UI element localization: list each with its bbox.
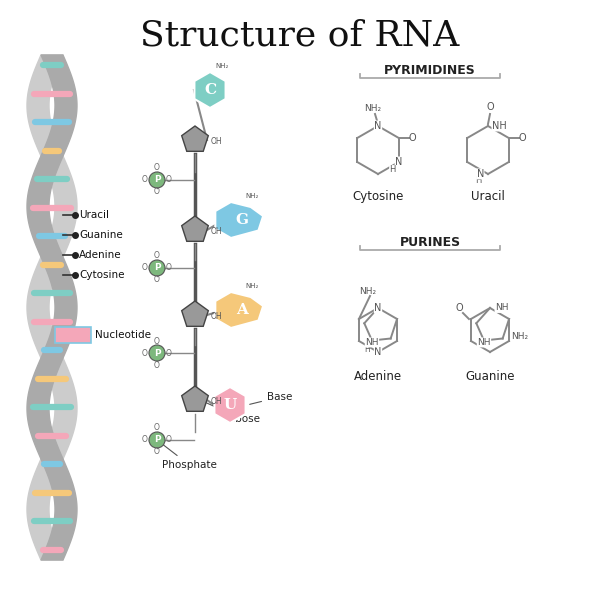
Text: NH₂: NH₂	[245, 193, 259, 199]
Text: O: O	[154, 424, 160, 433]
Text: Adenine: Adenine	[79, 250, 122, 260]
Polygon shape	[194, 72, 226, 108]
Text: NH₂: NH₂	[359, 287, 377, 296]
Text: O: O	[154, 275, 160, 284]
Text: O: O	[154, 163, 160, 173]
Text: P: P	[154, 263, 160, 272]
Text: N: N	[374, 121, 382, 131]
Polygon shape	[27, 55, 77, 560]
Text: NH₂: NH₂	[364, 104, 382, 113]
Bar	[55, 327, 91, 343]
Text: NH: NH	[495, 304, 509, 313]
Text: O: O	[154, 187, 160, 196]
Polygon shape	[182, 216, 208, 241]
Text: G: G	[235, 213, 248, 227]
Text: O: O	[142, 349, 148, 358]
Text: O: O	[142, 175, 148, 185]
Text: O: O	[154, 361, 160, 370]
Text: N: N	[374, 303, 382, 313]
Text: U: U	[223, 398, 236, 412]
Text: Guanine: Guanine	[465, 370, 515, 383]
Text: O: O	[154, 251, 160, 260]
Text: N: N	[395, 157, 403, 167]
Polygon shape	[215, 292, 263, 328]
Text: NH: NH	[492, 121, 507, 131]
Text: O: O	[409, 133, 416, 143]
Polygon shape	[27, 55, 77, 560]
Text: Uracil: Uracil	[79, 210, 109, 220]
Text: Base: Base	[250, 392, 292, 404]
Text: Nucleotide: Nucleotide	[95, 330, 151, 340]
Text: O: O	[519, 133, 527, 143]
Circle shape	[149, 260, 165, 276]
Text: O: O	[166, 263, 172, 272]
Text: Ribose: Ribose	[203, 401, 260, 424]
Circle shape	[149, 345, 165, 361]
Text: OH: OH	[211, 137, 223, 146]
Text: N: N	[374, 347, 382, 357]
Text: P: P	[154, 436, 160, 445]
Circle shape	[149, 172, 165, 188]
Text: O: O	[455, 303, 463, 313]
Circle shape	[149, 432, 165, 448]
Text: O: O	[142, 436, 148, 445]
Polygon shape	[182, 301, 208, 326]
Text: O: O	[154, 337, 160, 346]
Text: Guanine: Guanine	[79, 230, 123, 240]
Text: NH₂: NH₂	[245, 283, 259, 289]
Text: Phosphate: Phosphate	[159, 442, 217, 470]
Text: H: H	[364, 346, 370, 355]
Text: Cytosine: Cytosine	[352, 190, 404, 203]
Polygon shape	[215, 202, 263, 238]
Text: O: O	[142, 263, 148, 272]
Text: A: A	[236, 303, 248, 317]
Text: NH: NH	[477, 338, 491, 347]
Text: NH₂: NH₂	[215, 63, 229, 69]
Text: P: P	[154, 175, 160, 185]
Text: OH: OH	[211, 312, 223, 321]
Text: PURINES: PURINES	[400, 235, 461, 248]
Text: Adenine: Adenine	[354, 370, 402, 383]
Text: O: O	[486, 102, 494, 112]
Polygon shape	[182, 126, 208, 151]
Text: H: H	[475, 176, 481, 185]
Text: NH: NH	[365, 338, 379, 347]
Text: O: O	[154, 448, 160, 457]
Text: O: O	[166, 349, 172, 358]
Text: H: H	[389, 166, 396, 175]
Text: PYRIMIDINES: PYRIMIDINES	[384, 64, 476, 76]
Text: C: C	[204, 83, 216, 97]
Text: Cytosine: Cytosine	[79, 270, 125, 280]
Text: O: O	[166, 175, 172, 185]
Text: N: N	[476, 169, 484, 179]
Text: Uracil: Uracil	[471, 190, 505, 203]
Text: OH: OH	[211, 227, 223, 236]
Text: O: O	[166, 436, 172, 445]
Text: OH: OH	[211, 397, 223, 406]
Text: Structure of RNA: Structure of RNA	[140, 18, 460, 52]
Polygon shape	[214, 387, 245, 423]
Polygon shape	[182, 386, 208, 412]
Text: P: P	[154, 349, 160, 358]
Text: NH₂: NH₂	[511, 332, 528, 341]
